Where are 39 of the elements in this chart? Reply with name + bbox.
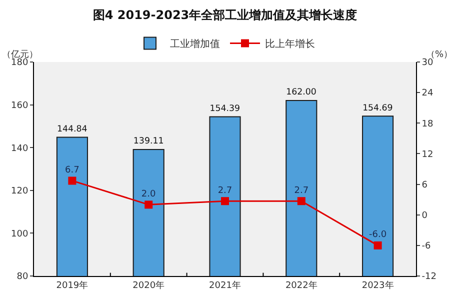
point — [297, 197, 306, 206]
y2-tick-label: 30 — [422, 58, 434, 68]
point — [374, 241, 382, 250]
point — [144, 200, 153, 209]
data-label: 139.11 — [133, 136, 164, 147]
data-label: 144.84 — [56, 124, 88, 134]
data-label: 2.0 — [141, 189, 156, 200]
y2-tick-label: -6 — [422, 242, 432, 252]
chart-title: 图4 2019-2023年全部工业增加值及其增长速度 — [92, 8, 358, 22]
data-label: -6.0 — [369, 230, 387, 240]
point — [68, 176, 76, 185]
data-label: 2.7 — [294, 186, 309, 196]
y2-axis-title: （%） — [426, 50, 450, 60]
y2-tick-label: 6 — [422, 180, 428, 190]
legend-label: 比上年增长 — [265, 38, 315, 50]
y-tick-label: 100 — [11, 229, 28, 240]
data-label: 154.69 — [362, 103, 393, 114]
y-tick-label: 80 — [16, 272, 28, 282]
x-tick-label: 2022年 — [285, 280, 318, 291]
y2-tick-label: 18 — [422, 119, 434, 130]
x-tick-label: 2020年 — [132, 280, 165, 291]
y-tick-label: 120 — [11, 186, 28, 197]
point — [221, 197, 229, 206]
y2-tick-label: 0 — [422, 211, 428, 222]
y2-tick-label: 24 — [422, 88, 434, 99]
y-tick-label: 160 — [11, 100, 28, 111]
data-label: 162.00 — [286, 88, 316, 98]
data-label: 154.39 — [210, 104, 240, 114]
x-tick-label: 2021年 — [209, 280, 241, 291]
y2-tick-label: 12 — [422, 150, 434, 160]
x-tick-label: 2023年 — [362, 280, 394, 291]
y-axis-title: （亿元） — [2, 49, 38, 60]
x-tick-label: 2019年 — [56, 280, 88, 291]
data-label: 6.7 — [65, 165, 80, 176]
legend-label: 工业增加值 — [170, 38, 220, 50]
y-tick-label: 180 — [11, 58, 28, 68]
data-label: 2.7 — [218, 186, 232, 196]
y2-tick-label: -12 — [422, 272, 437, 282]
y-tick-label: 140 — [11, 144, 28, 154]
